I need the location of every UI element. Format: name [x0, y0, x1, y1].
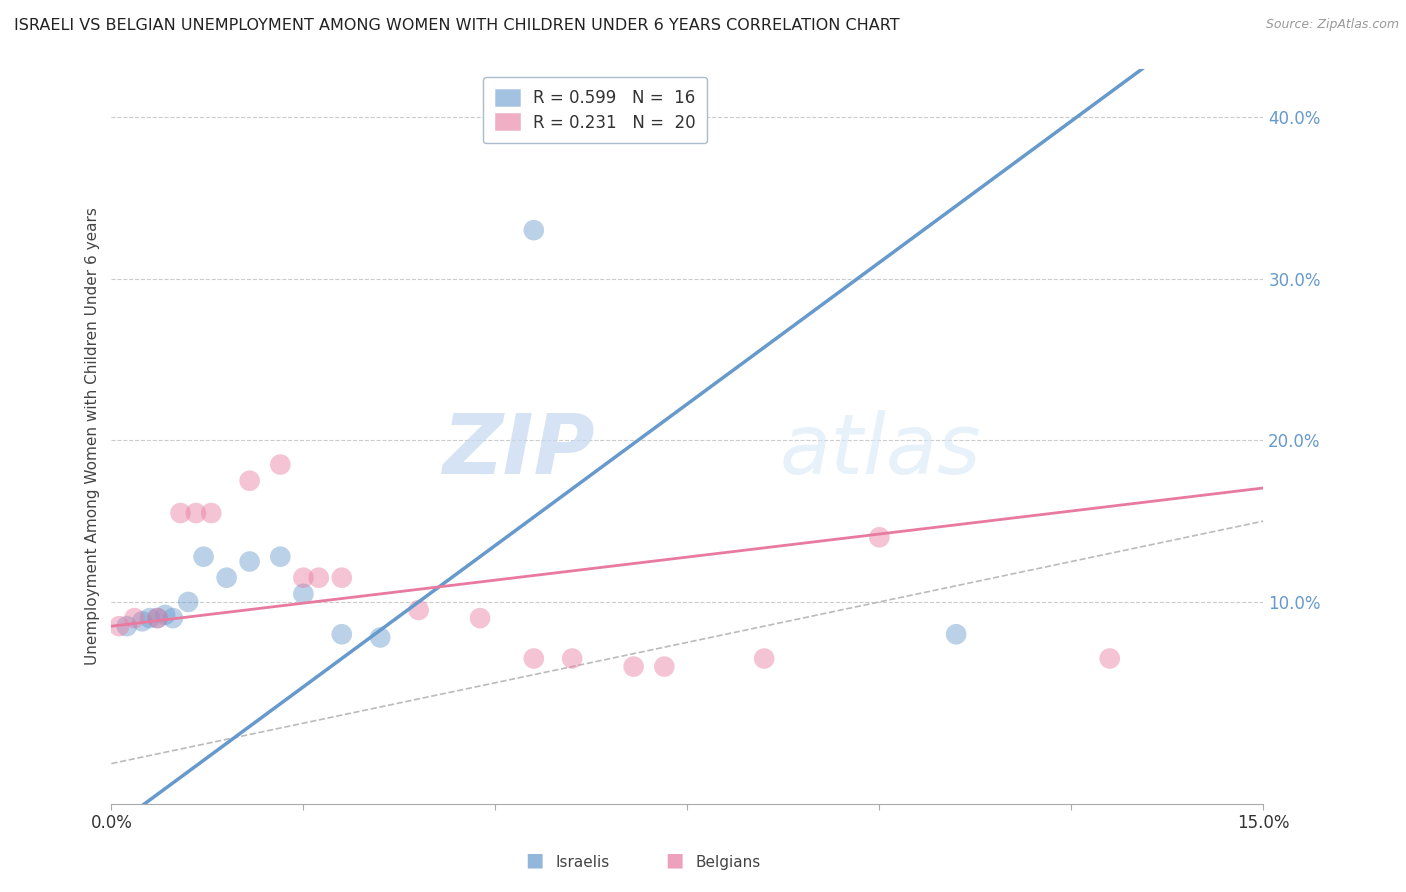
Point	[1098, 651, 1121, 665]
Point	[162, 611, 184, 625]
Point	[139, 611, 162, 625]
Text: ■: ■	[524, 851, 544, 870]
Point	[269, 549, 291, 564]
Point	[131, 615, 153, 629]
Point	[124, 611, 146, 625]
Point	[146, 611, 169, 625]
Legend: R = 0.599   N =  16, R = 0.231   N =  20: R = 0.599 N = 16, R = 0.231 N = 20	[484, 77, 707, 144]
Point	[108, 619, 131, 633]
Text: Belgians: Belgians	[696, 855, 761, 870]
Point	[115, 619, 138, 633]
Point	[193, 549, 215, 564]
Text: ISRAELI VS BELGIAN UNEMPLOYMENT AMONG WOMEN WITH CHILDREN UNDER 6 YEARS CORRELAT: ISRAELI VS BELGIAN UNEMPLOYMENT AMONG WO…	[14, 18, 900, 33]
Point	[215, 571, 238, 585]
Point	[308, 571, 330, 585]
Text: Source: ZipAtlas.com: Source: ZipAtlas.com	[1265, 18, 1399, 31]
Y-axis label: Unemployment Among Women with Children Under 6 years: Unemployment Among Women with Children U…	[86, 207, 100, 665]
Point	[654, 659, 676, 673]
Point	[330, 627, 353, 641]
Point	[561, 651, 583, 665]
Point	[408, 603, 430, 617]
Point	[269, 458, 291, 472]
Point	[523, 223, 546, 237]
Text: ■: ■	[665, 851, 685, 870]
Point	[200, 506, 222, 520]
Point	[146, 611, 169, 625]
Point	[292, 571, 315, 585]
Point	[523, 651, 546, 665]
Point	[868, 530, 890, 544]
Text: atlas: atlas	[779, 410, 981, 491]
Point	[330, 571, 353, 585]
Point	[169, 506, 191, 520]
Point	[468, 611, 491, 625]
Point	[239, 474, 262, 488]
Point	[153, 607, 176, 622]
Point	[945, 627, 967, 641]
Point	[623, 659, 645, 673]
Point	[754, 651, 776, 665]
Text: Israelis: Israelis	[555, 855, 610, 870]
Text: ZIP: ZIP	[443, 410, 595, 491]
Point	[177, 595, 200, 609]
Point	[184, 506, 207, 520]
Point	[239, 555, 262, 569]
Point	[368, 631, 391, 645]
Point	[292, 587, 315, 601]
